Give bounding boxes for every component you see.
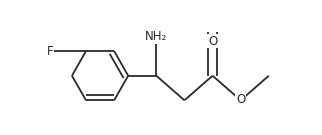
Text: F: F — [47, 45, 53, 58]
Text: O: O — [208, 35, 217, 48]
Text: NH₂: NH₂ — [145, 30, 167, 43]
Text: O: O — [236, 93, 245, 106]
